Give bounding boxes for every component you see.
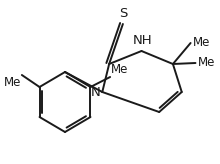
Text: NH: NH	[133, 34, 152, 47]
Text: S: S	[119, 7, 127, 20]
Text: Me: Me	[111, 63, 128, 76]
Text: Me: Me	[197, 57, 215, 70]
Text: Me: Me	[4, 76, 21, 89]
Text: N: N	[91, 85, 100, 99]
Text: Me: Me	[192, 37, 210, 50]
